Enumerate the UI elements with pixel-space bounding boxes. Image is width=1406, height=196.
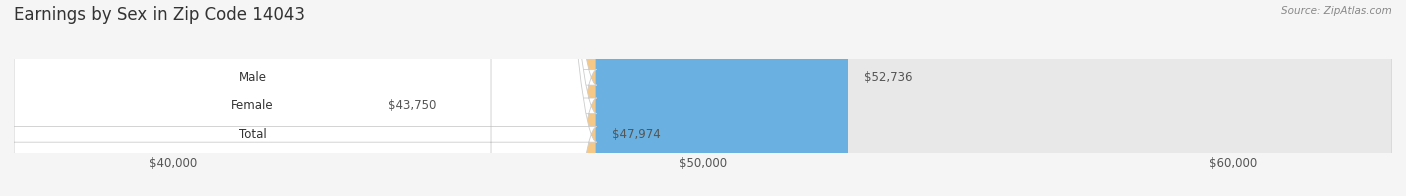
Text: Source: ZipAtlas.com: Source: ZipAtlas.com bbox=[1281, 6, 1392, 16]
FancyBboxPatch shape bbox=[14, 0, 848, 196]
Text: $52,736: $52,736 bbox=[863, 71, 912, 84]
FancyBboxPatch shape bbox=[14, 0, 1392, 196]
Text: $47,974: $47,974 bbox=[612, 128, 661, 141]
Text: $43,750: $43,750 bbox=[388, 99, 436, 112]
FancyBboxPatch shape bbox=[14, 0, 1392, 196]
Text: Total: Total bbox=[239, 128, 266, 141]
Text: Female: Female bbox=[231, 99, 274, 112]
FancyBboxPatch shape bbox=[0, 0, 598, 196]
Text: Male: Male bbox=[239, 71, 267, 84]
FancyBboxPatch shape bbox=[14, 0, 1392, 196]
FancyBboxPatch shape bbox=[0, 0, 598, 196]
FancyBboxPatch shape bbox=[13, 0, 598, 196]
Text: Earnings by Sex in Zip Code 14043: Earnings by Sex in Zip Code 14043 bbox=[14, 6, 305, 24]
FancyBboxPatch shape bbox=[0, 0, 598, 196]
FancyBboxPatch shape bbox=[0, 0, 598, 196]
